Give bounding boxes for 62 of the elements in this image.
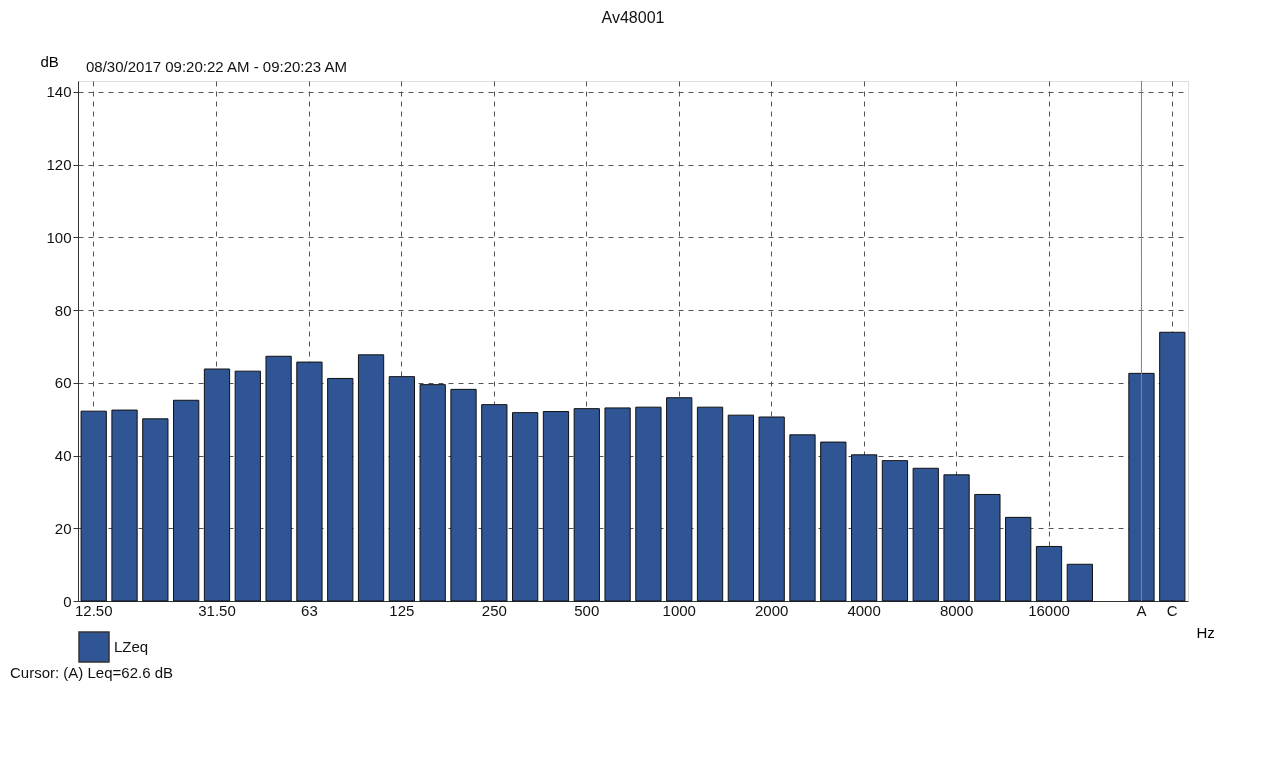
bar [1159,331,1186,602]
bar [820,441,847,602]
x-tick-label: 31.50 [198,601,236,619]
bar [388,376,416,602]
y-tick-label: 140 [46,83,72,101]
bar [542,411,570,602]
bar [234,370,261,602]
y-tick-label: 40 [54,447,72,465]
bar [604,407,631,602]
bar [912,467,939,602]
bar [758,416,785,602]
chart-title: Av48001 [601,9,665,26]
bar [357,354,385,602]
x-tick-label: 8000 [939,601,974,619]
bar [80,410,107,602]
bar [635,406,662,602]
bar [850,454,878,602]
x-tick-label: A [1136,601,1147,619]
bar [666,397,693,602]
y-tick-label: 100 [46,228,72,246]
x-tick-label: 125 [389,601,415,619]
x-tick-label: 250 [481,601,507,619]
bar [173,399,200,602]
bar [789,434,816,602]
bar [1035,545,1063,602]
bar [1066,563,1093,602]
x-tick-label: C [1166,601,1178,619]
bar [111,409,138,602]
bar [450,388,477,602]
bar [296,361,323,602]
y-tick-label: 80 [54,301,72,319]
x-tick-label: 16000 [1028,601,1070,619]
bar [881,460,909,602]
bar [419,384,446,602]
x-axis-title: Hz [1196,623,1215,641]
y-tick-label: 0 [63,592,72,610]
x-tick-label: 500 [574,601,600,619]
bar [203,368,231,602]
bar [481,404,508,602]
legend-label: LZeq [114,638,149,655]
bar [573,408,600,602]
bar [1128,372,1155,602]
chart-subtitle: 08/30/2017 09:20:22 AM - 09:20:23 AM [86,58,348,75]
text: Cursor: (A) Leq=62.6 dB [10,664,174,681]
bar [943,474,970,602]
bar [327,377,354,602]
x-tick-label: 12.50 [74,601,113,619]
bar [512,412,539,602]
bar [727,414,754,602]
bar [974,493,1001,602]
x-tick-label: 63 [301,601,318,619]
bar [142,418,169,602]
y-axis-title: dB [40,52,59,70]
x-tick-label: 1000 [662,601,696,619]
y-tick-label: 60 [54,374,72,392]
bar [696,406,724,602]
y-tick-label: 20 [54,519,72,537]
bar [265,355,292,602]
x-tick-label: 4000 [847,601,881,619]
y-tick-label: 120 [46,156,72,174]
x-tick-label: 2000 [754,601,789,619]
bar [1005,516,1032,602]
